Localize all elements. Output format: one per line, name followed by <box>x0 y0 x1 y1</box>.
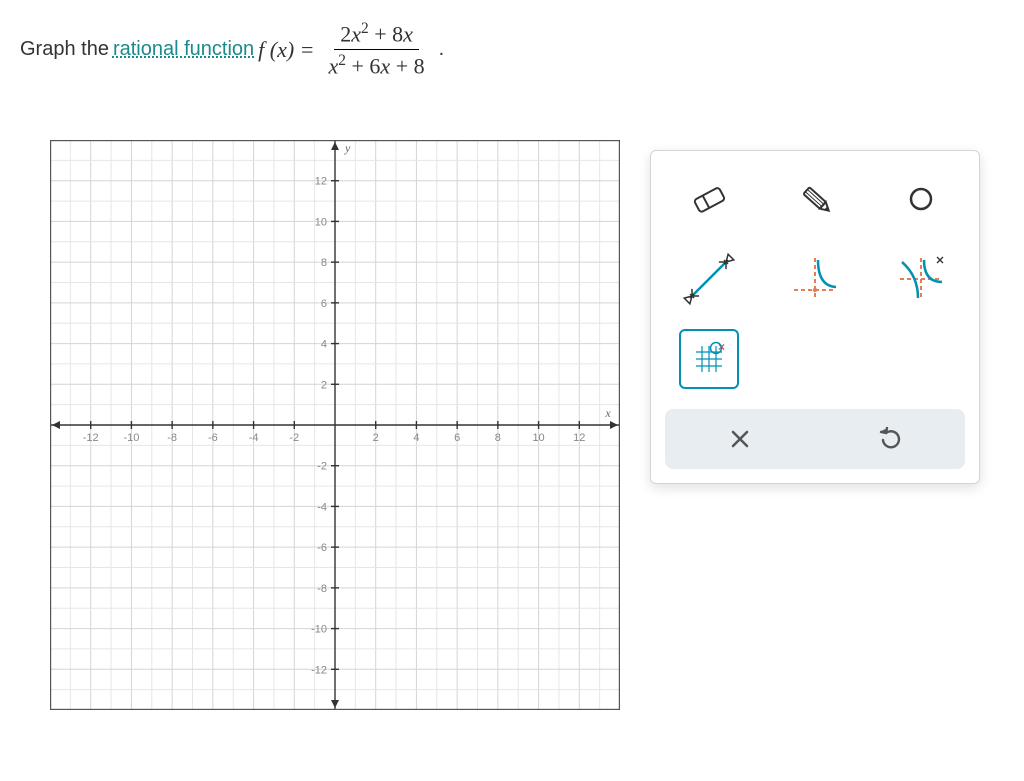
undo-button[interactable] <box>870 419 910 459</box>
svg-text:-4: -4 <box>317 501 327 513</box>
svg-text:-4: -4 <box>249 432 259 444</box>
delete-button[interactable] <box>720 419 760 459</box>
eraser-tool[interactable] <box>679 169 739 229</box>
svg-text:12: 12 <box>573 432 585 444</box>
svg-text:-6: -6 <box>208 432 218 444</box>
svg-text:-8: -8 <box>317 583 327 595</box>
svg-text:x: x <box>604 406 611 420</box>
svg-text:6: 6 <box>321 298 327 310</box>
svg-text:2: 2 <box>321 379 327 391</box>
tool-palette: × <box>650 150 980 484</box>
denominator: x2 + 6x + 8 <box>323 50 431 79</box>
svg-text:-2: -2 <box>289 432 299 444</box>
prompt-prefix: Graph the <box>20 38 109 61</box>
svg-text:4: 4 <box>413 432 419 444</box>
pencil-tool[interactable] <box>785 169 845 229</box>
svg-text:-8: -8 <box>167 432 177 444</box>
rational-function-link[interactable]: rational function <box>113 38 254 61</box>
svg-text:4: 4 <box>321 339 327 351</box>
svg-text:12: 12 <box>315 176 327 188</box>
numerator: 2x2 + 8x <box>334 20 419 50</box>
svg-text:-10: -10 <box>311 624 327 636</box>
svg-text:6: 6 <box>454 432 460 444</box>
line-tool[interactable] <box>679 249 739 309</box>
svg-text:-12: -12 <box>311 664 327 676</box>
svg-text:-10: -10 <box>123 432 139 444</box>
svg-text:8: 8 <box>495 432 501 444</box>
svg-text:8: 8 <box>321 257 327 269</box>
tool-grid: × <box>665 169 965 389</box>
svg-text:10: 10 <box>532 432 544 444</box>
asymptote-tool[interactable] <box>785 249 845 309</box>
fraction: 2x2 + 8x x2 + 6x + 8 <box>323 20 431 80</box>
svg-text:10: 10 <box>315 216 327 228</box>
fn-notation: f (x) = <box>258 37 314 63</box>
action-row <box>665 409 965 469</box>
svg-text:-6: -6 <box>317 542 327 554</box>
graph-area[interactable]: -12 -10 -8 -6 -4 -2 2 4 6 8 10 12 -12 -10 -8 -6 -4 -2 2 4 6 8… <box>50 140 620 710</box>
svg-text:-2: -2 <box>317 461 327 473</box>
hole-curve-tool[interactable] <box>891 249 951 309</box>
svg-text:y: y <box>344 141 351 155</box>
prompt-suffix: . <box>439 38 445 61</box>
removable-point-tool[interactable]: × <box>679 329 739 389</box>
coordinate-grid[interactable]: -12 -10 -8 -6 -4 -2 2 4 6 8 10 12 -12 -10 -8 -6 -4 -2 2 4 6 8… <box>50 140 620 710</box>
question-prompt: Graph the rational function f (x) = 2x2 … <box>20 20 1004 80</box>
svg-text:-12: -12 <box>83 432 99 444</box>
open-point-tool[interactable] <box>891 169 951 229</box>
svg-text:2: 2 <box>373 432 379 444</box>
